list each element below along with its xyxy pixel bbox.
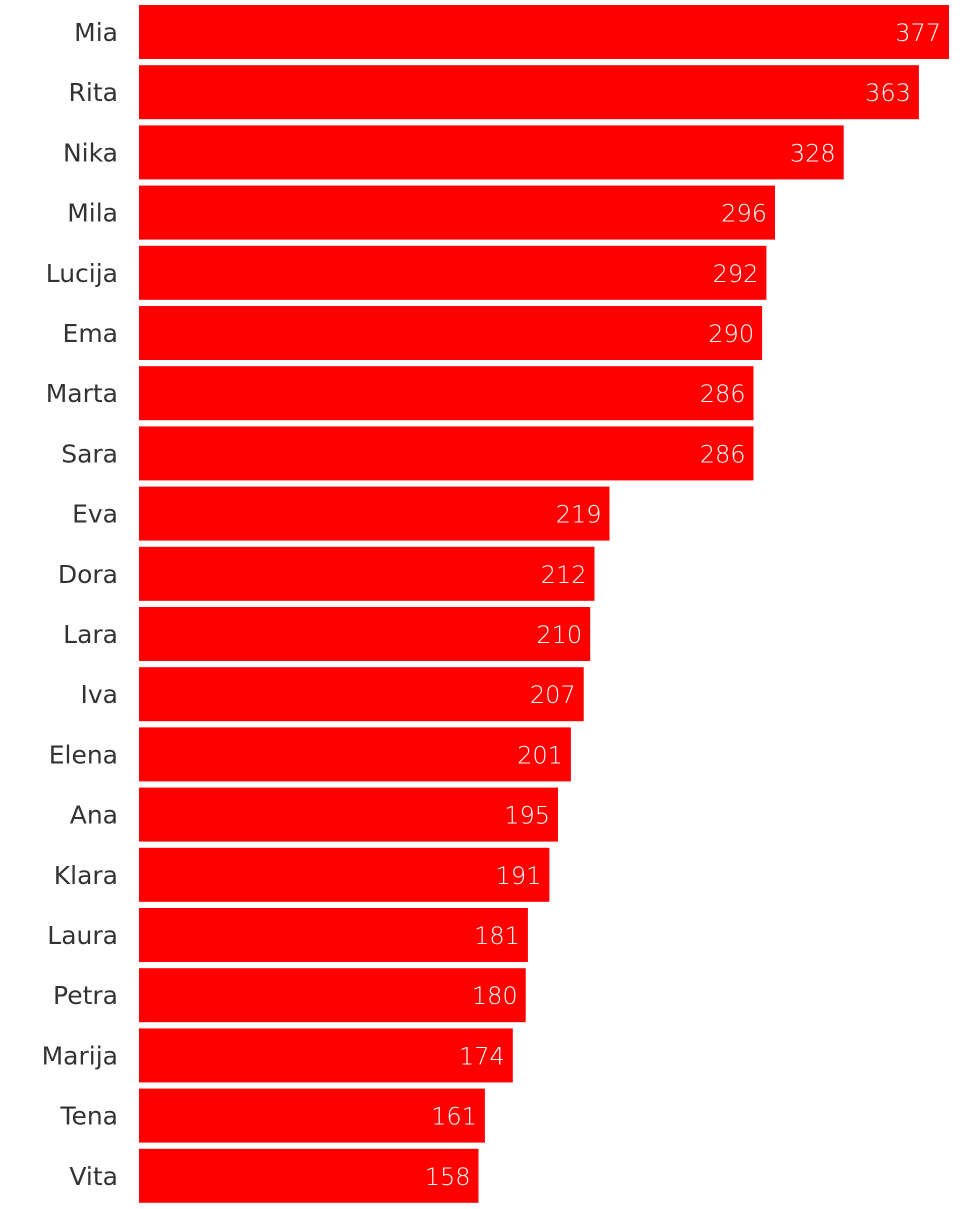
value-label-lara: 210 <box>536 621 582 649</box>
bar-vita <box>139 1148 479 1203</box>
category-label-iva: Iva <box>81 680 119 709</box>
bar-lara <box>139 607 591 661</box>
category-label-laura: Laura <box>47 921 118 950</box>
value-label-iva: 207 <box>530 681 576 709</box>
bar-ana <box>139 787 558 842</box>
bar-mia <box>139 5 949 59</box>
value-label-mila: 296 <box>721 200 767 228</box>
value-label-elena: 201 <box>517 741 563 769</box>
bar-elena <box>139 727 571 782</box>
bar-petra <box>139 968 526 1023</box>
category-label-petra: Petra <box>53 981 118 1010</box>
category-label-klara: Klara <box>54 861 118 890</box>
bar-klara <box>139 847 550 902</box>
bar-tena <box>139 1088 485 1143</box>
value-label-dora: 212 <box>541 561 587 589</box>
category-label-eva: Eva <box>72 500 118 529</box>
value-label-tena: 161 <box>431 1103 477 1131</box>
value-label-mia: 377 <box>895 19 941 47</box>
category-label-lara: Lara <box>63 620 118 649</box>
category-labels-group: Mia Rita Nika Mila Lucija Ema Marta Sara Eva Dora… <box>42 18 118 1191</box>
bar-sara <box>139 426 754 481</box>
bar-iva <box>139 667 584 722</box>
bar-ema <box>139 306 763 360</box>
value-label-marija: 174 <box>459 1042 505 1070</box>
bar-marija <box>139 1028 513 1083</box>
category-label-rita: Rita <box>69 78 118 107</box>
bar-laura <box>139 908 528 962</box>
value-labels-group: 377 363 328 296 292 290 286 286 219 212 210 207 201 1… <box>425 19 941 1191</box>
category-label-elena: Elena <box>49 740 118 769</box>
value-label-eva: 219 <box>556 501 602 529</box>
category-label-dora: Dora <box>58 560 118 589</box>
value-label-lucija: 292 <box>713 260 759 288</box>
category-label-mila: Mila <box>67 199 118 228</box>
category-label-marta: Marta <box>46 379 118 408</box>
value-label-vita: 158 <box>425 1163 471 1191</box>
value-label-petra: 180 <box>472 982 518 1010</box>
category-label-mia: Mia <box>74 18 118 47</box>
bar-lucija <box>139 245 767 300</box>
category-label-vita: Vita <box>69 1162 118 1191</box>
value-label-rita: 363 <box>865 79 911 107</box>
bar-rita <box>139 65 919 120</box>
category-label-nika: Nika <box>63 138 118 167</box>
value-label-nika: 328 <box>790 139 836 167</box>
category-label-sara: Sara <box>61 439 118 468</box>
category-label-ema: Ema <box>63 319 118 348</box>
bar-nika <box>139 125 844 180</box>
value-label-sara: 286 <box>700 440 746 468</box>
bar-eva <box>139 486 610 541</box>
value-label-marta: 286 <box>700 380 746 408</box>
value-label-klara: 191 <box>496 862 542 890</box>
value-label-ana: 195 <box>504 802 550 830</box>
category-label-marija: Marija <box>42 1041 118 1070</box>
category-label-ana: Ana <box>70 801 118 830</box>
category-label-lucija: Lucija <box>46 259 118 288</box>
bar-mila <box>139 185 775 240</box>
bars-group <box>139 5 949 1203</box>
bar-marta <box>139 366 754 421</box>
value-label-ema: 290 <box>708 320 754 348</box>
category-label-tena: Tena <box>59 1102 118 1131</box>
bar-dora <box>139 546 595 601</box>
value-label-laura: 181 <box>474 922 520 950</box>
